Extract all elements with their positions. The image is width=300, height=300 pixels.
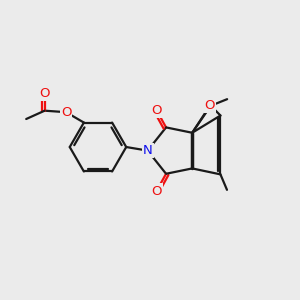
Text: O: O [151,184,162,197]
Text: O: O [205,99,215,112]
Text: O: O [39,87,50,100]
Text: O: O [151,104,162,117]
Text: O: O [61,106,71,119]
Text: N: N [143,144,152,157]
